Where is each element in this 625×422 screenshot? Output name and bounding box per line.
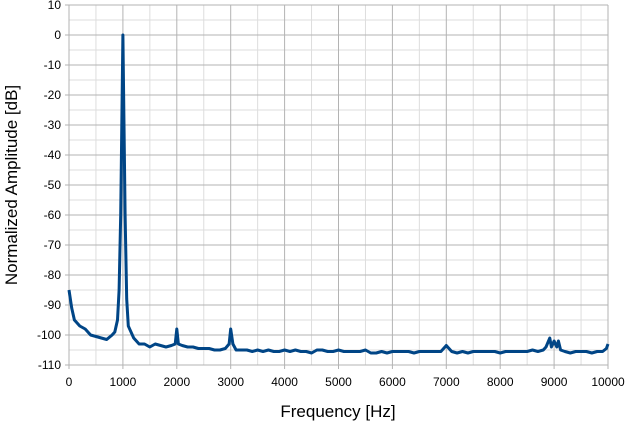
y-tick-label: -10 <box>44 58 62 72</box>
x-tick-label: 6000 <box>379 375 406 389</box>
y-tick-label: -40 <box>44 148 62 162</box>
grid <box>65 4 609 369</box>
y-tick-label: -20 <box>44 88 62 102</box>
y-tick-label: -70 <box>44 238 62 252</box>
y-tick-label: -50 <box>44 178 62 192</box>
y-axis-label: Normalized Amplitude [dB] <box>2 85 21 285</box>
y-tick-label: 10 <box>48 0 62 12</box>
y-tick-label: -90 <box>44 298 62 312</box>
y-tick-label: 0 <box>54 28 61 42</box>
x-tick-label: 3000 <box>217 375 244 389</box>
y-tick-label: -60 <box>44 208 62 222</box>
y-tick-label: -100 <box>37 328 61 342</box>
x-tick-label: 1000 <box>110 375 137 389</box>
x-tick-label: 9000 <box>541 375 568 389</box>
series-line <box>67 33 610 355</box>
x-tick-label: 0 <box>66 375 73 389</box>
x-tick-label: 7000 <box>433 375 460 389</box>
x-axis-label: Frequency [Hz] <box>280 402 395 421</box>
tick-labels: 0 1000 2000 3000 4000 5000 6000 7000 8000 9000 100… <box>37 0 625 389</box>
y-tick-label: -30 <box>44 118 62 132</box>
x-tick-label: 10000 <box>591 375 625 389</box>
x-tick-label: 8000 <box>487 375 514 389</box>
x-tick-label: 5000 <box>325 375 352 389</box>
x-tick-label: 4000 <box>271 375 298 389</box>
y-tick-label: -80 <box>44 268 62 282</box>
y-tick-label: -110 <box>38 358 61 372</box>
x-tick-label: 2000 <box>163 375 190 389</box>
